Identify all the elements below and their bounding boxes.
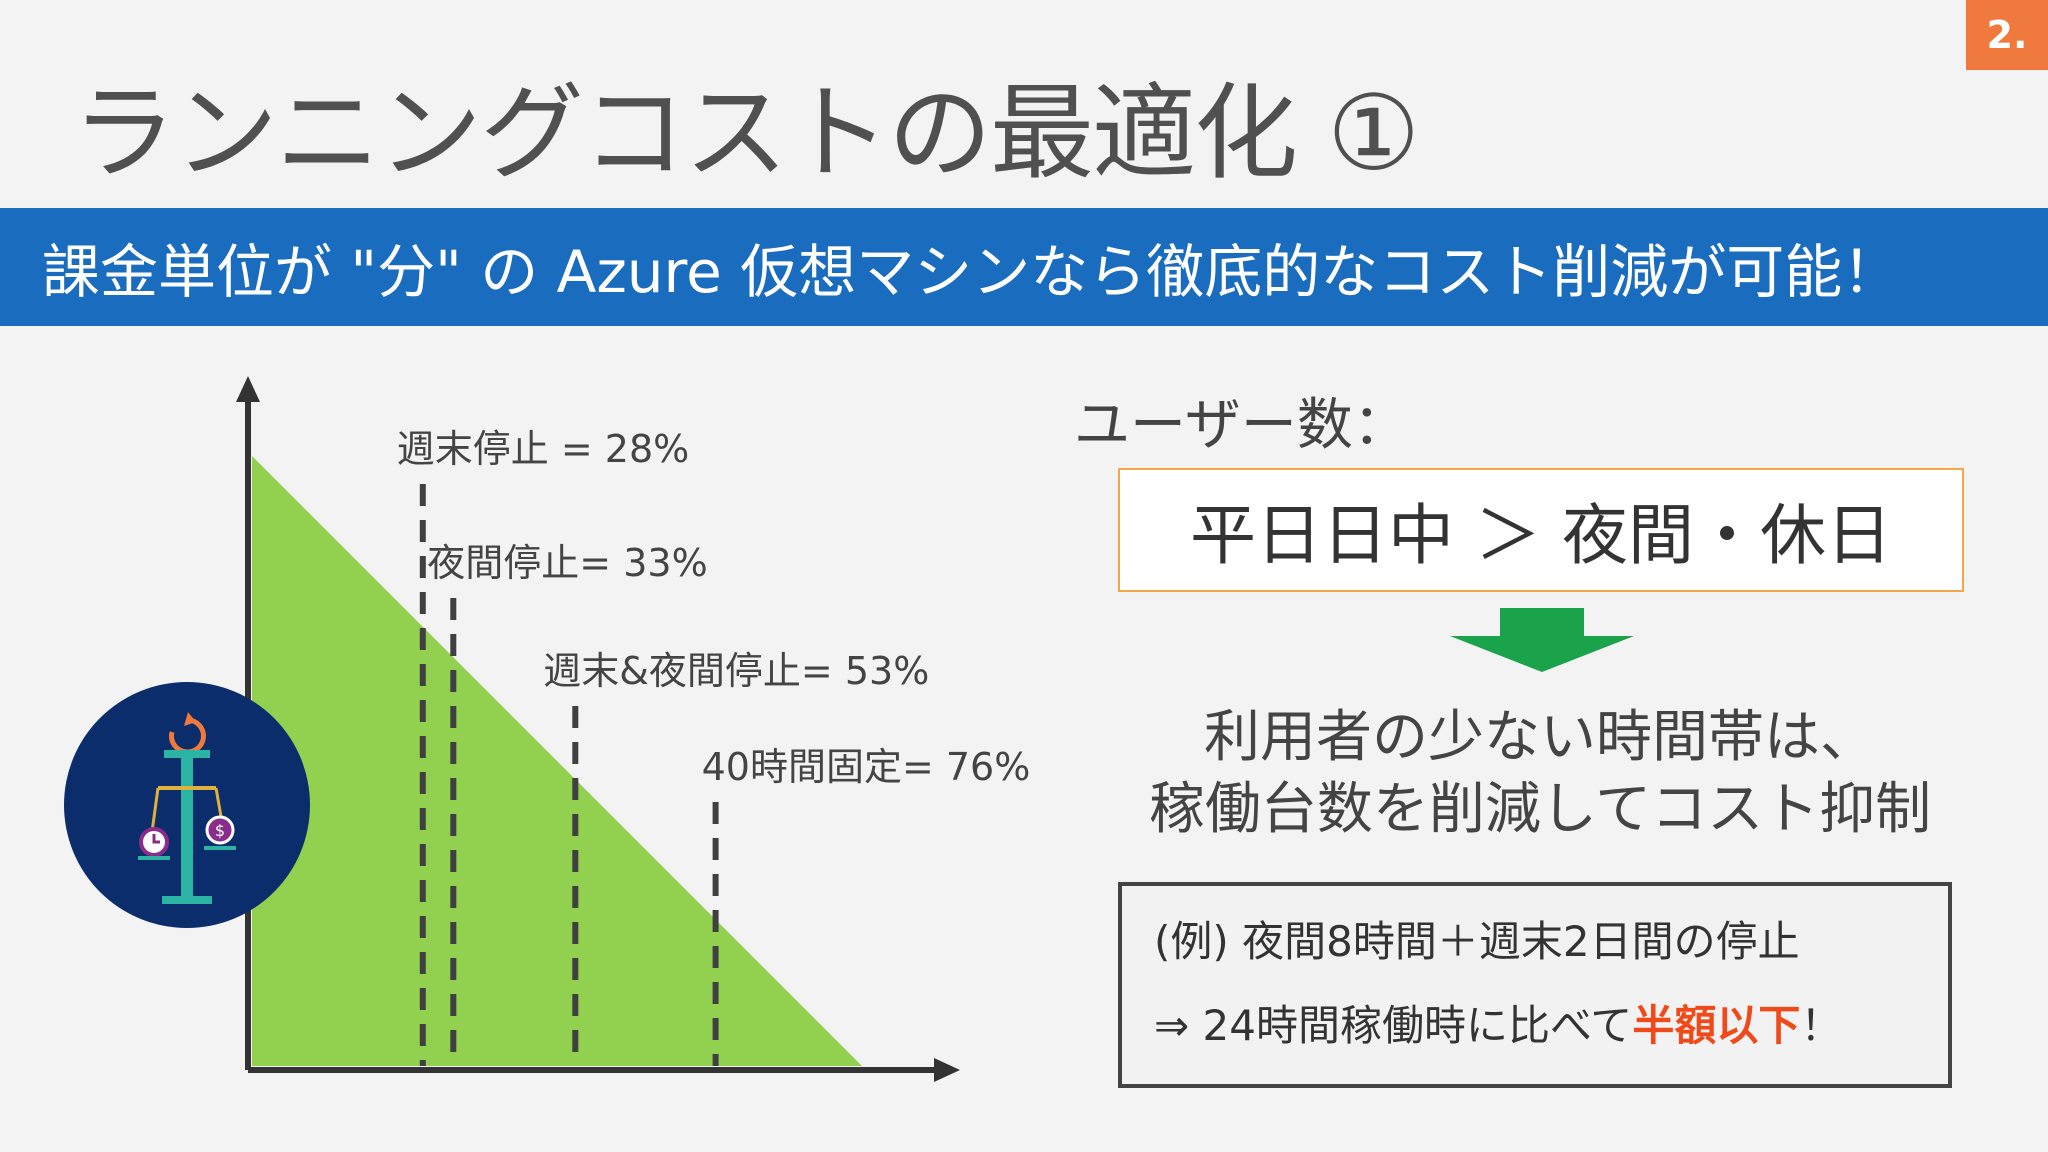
annotation-label-3: 週末&夜間停止= 53% <box>543 649 929 693</box>
example-line2-suffix: ！ <box>1800 1001 1843 1050</box>
svg-text:$: $ <box>215 821 225 840</box>
page-number-badge: 2. <box>1966 0 2048 70</box>
slide-title: ランニングコストの最適化 ① <box>72 72 1420 194</box>
down-arrow-icon <box>1450 608 1634 672</box>
y-axis-arrow <box>236 376 260 402</box>
example-highlight: 半額以下 <box>1632 1001 1801 1050</box>
users-label: ユーザー数： <box>1074 393 1409 458</box>
example-line2: ⇒ 24時間稼働時に比べて半額以下！ <box>1154 994 1948 1078</box>
example-line2-prefix: ⇒ 24時間稼働時に比べて <box>1154 1001 1633 1050</box>
conclusion-line2: 稼働台数を削減してコスト抑制 <box>1148 777 1932 842</box>
conclusion-text: 利用者の少ない時間帯は、 稼働台数を削減してコスト抑制 <box>1100 702 1980 846</box>
example-box: (例) 夜間8時間＋週末2日間の停止 ⇒ 24時間稼働時に比べて半額以下！ <box>1118 882 1952 1088</box>
annotation-label-4: 40時間固定= 76% <box>702 745 1031 789</box>
cost-balance-icon: $ <box>64 682 310 928</box>
cost-area-chart: 週末停止 = 28% 夜間停止= 33% 週末&夜間停止= 53% 40時間固定= 7… <box>236 376 1031 1082</box>
conclusion-line1: 利用者の少ない時間帯は、 <box>1204 705 1876 770</box>
area-fill <box>252 456 862 1066</box>
banner-headline: 課金単位が "分" の Azure 仮想マシンなら徹底的なコスト削減が可能！ <box>0 208 2048 326</box>
example-line1: (例) 夜間8時間＋週末2日間の停止 <box>1154 917 1800 966</box>
annotation-label-2: 夜間停止= 33% <box>427 541 707 585</box>
x-axis-arrow <box>934 1058 960 1082</box>
annotation-label-1: 週末停止 = 28% <box>397 427 689 471</box>
usage-comparison-box: 平日日中 ＞ 夜間・休日 <box>1118 468 1964 592</box>
